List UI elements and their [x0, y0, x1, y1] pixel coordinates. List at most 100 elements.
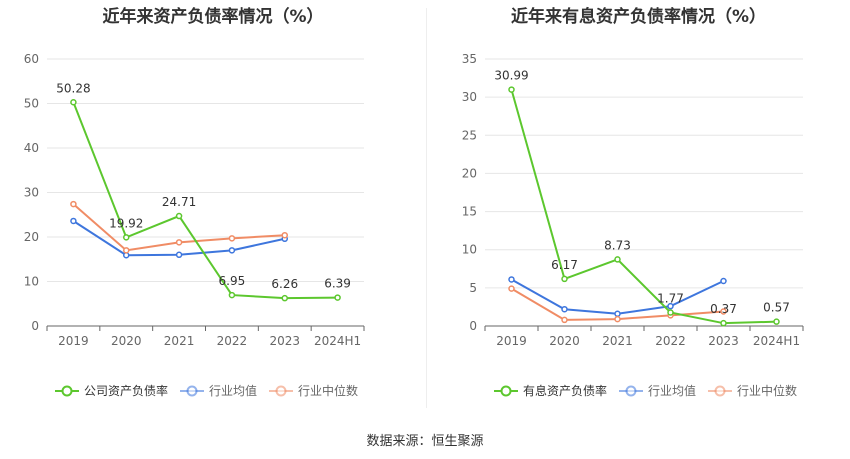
data-label: 19.92 [109, 216, 143, 230]
data-label: 8.73 [604, 238, 631, 252]
y-tick-label: 60 [24, 52, 39, 66]
legend-line-marker-icon [494, 385, 518, 396]
y-tick-label: 30 [462, 90, 477, 104]
data-label: 1.77 [657, 291, 684, 305]
data-point [614, 315, 621, 323]
data-label: 6.95 [219, 274, 246, 288]
x-tick-label: 2019 [496, 334, 527, 348]
y-tick-label: 15 [462, 205, 477, 219]
y-tick-label: 25 [462, 128, 477, 142]
chart-plot: 0 10 20 30 40 50 60 2019 2020 2021 2022 2023 2024H1 5… [24, 52, 365, 348]
x-tick-label: 2022 [217, 334, 248, 348]
x-tick-label: 2023 [708, 334, 739, 348]
x-tick-label: 2021 [164, 334, 195, 348]
data-point [281, 231, 288, 239]
legend-line-marker-icon [619, 385, 644, 396]
data-point [508, 276, 515, 283]
data-label: 0.57 [763, 301, 790, 315]
legend-item[interactable]: 公司资产负债率 [55, 382, 168, 399]
legend-line-marker-icon [269, 385, 294, 396]
x-tick-label: 2019 [58, 334, 89, 348]
x-tick-label: 2020 [111, 334, 142, 348]
series-line [72, 220, 285, 257]
y-tick-label: 5 [469, 281, 477, 295]
series-line [510, 89, 777, 325]
series-line [72, 101, 338, 300]
legend-dot [275, 385, 287, 396]
x-tick-label: 2024H1 [753, 334, 800, 348]
chart-right: 近年来有息资产负债率情况（%） 0 5 10 15 20 25 30 35 2019 2020 20… [427, 0, 850, 420]
x-tick-label: 2024H1 [314, 334, 361, 348]
data-label: 6.26 [271, 277, 298, 291]
legend-label: 行业均值 [209, 384, 258, 398]
data-point [70, 200, 77, 208]
legend-label: 有息资产负债率 [523, 384, 608, 398]
data-point [561, 275, 568, 283]
legend-item[interactable]: 有息资产负债率 [494, 382, 607, 399]
data-point [614, 310, 621, 318]
y-tick-label: 35 [462, 52, 477, 66]
chart-title: 近年来有息资产负债率情况（%） [510, 7, 767, 27]
series-line [511, 278, 724, 315]
chart-plot: 0 5 10 15 20 25 30 35 2019 2020 2021 2022 2023 2024H1… [462, 52, 804, 348]
data-point [667, 302, 674, 310]
data-point [70, 99, 77, 106]
y-tick-label: 40 [24, 141, 39, 155]
y-tick-label: 50 [24, 97, 39, 111]
data-source-note: 数据来源：恒生聚源 [366, 434, 484, 449]
legend-dot [61, 385, 73, 396]
data-point [561, 305, 568, 313]
y-tick-label: 30 [24, 186, 39, 200]
data-point [561, 316, 568, 324]
data-point [720, 277, 727, 285]
data-label: 24.71 [162, 195, 196, 209]
data-point [508, 86, 515, 93]
data-label: 30.99 [494, 69, 528, 83]
data-point [123, 234, 130, 241]
legend-line-marker-icon [708, 385, 733, 396]
chart-title: 近年来资产负债率情况（%） [102, 7, 324, 27]
y-tick-label: 0 [469, 319, 477, 333]
data-point [773, 318, 780, 325]
data-label: 0.37 [710, 302, 737, 316]
data-point [720, 319, 727, 327]
legend-line-marker-icon [55, 385, 79, 396]
legend-item[interactable]: 行业均值 [619, 382, 696, 399]
data-point [175, 251, 183, 259]
legend-label: 行业中位数 [298, 384, 359, 398]
chart-legend: 公司资产负债率 行业均值 行业中位数 [55, 382, 370, 399]
y-tick-label: 10 [24, 275, 39, 289]
y-tick-label: 20 [462, 166, 477, 180]
legend-dot [625, 385, 637, 396]
y-tick-label: 10 [462, 243, 477, 257]
legend-label: 行业均值 [648, 384, 697, 398]
data-point [123, 247, 130, 254]
data-point [70, 217, 77, 225]
data-point [228, 235, 236, 242]
y-tick-label: 0 [31, 319, 39, 333]
data-point [720, 308, 727, 315]
data-point [228, 291, 236, 299]
legend-dot [714, 385, 726, 396]
panel-divider [426, 8, 427, 408]
x-tick-label: 2022 [655, 334, 686, 348]
data-label: 6.17 [551, 258, 578, 272]
legend-item[interactable]: 行业中位数 [708, 382, 797, 399]
chart-left: 近年来资产负债率情况（%） 0 10 20 30 40 50 60 2019 2020 2021 2… [0, 0, 426, 420]
data-point [175, 212, 183, 220]
data-point [334, 294, 341, 301]
data-point [667, 309, 674, 316]
legend-item[interactable]: 行业均值 [180, 382, 257, 399]
data-point [281, 294, 288, 302]
legend-item[interactable]: 行业中位数 [269, 382, 358, 399]
chart-legend: 有息资产负债率 行业均值 行业中位数 [494, 382, 809, 399]
data-point [228, 247, 236, 254]
x-tick-label: 2023 [269, 334, 300, 348]
legend-label: 公司资产负债率 [84, 384, 169, 398]
data-label: 6.39 [324, 277, 351, 291]
x-tick-label: 2020 [549, 334, 580, 348]
data-point [508, 285, 515, 292]
legend-dot [186, 385, 198, 396]
y-tick-label: 20 [24, 230, 39, 244]
legend-dot [500, 385, 512, 396]
